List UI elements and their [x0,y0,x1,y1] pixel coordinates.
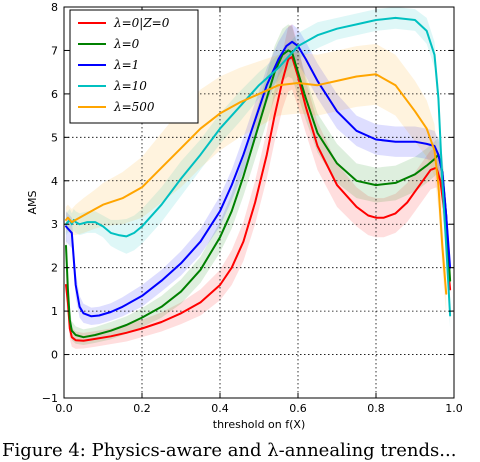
legend-label: λ=0 [113,37,140,51]
line-series-2 [65,40,452,318]
x-tick-label: 0.6 [289,402,307,415]
legend-label: λ=1 [113,58,139,72]
y-tick-label: 2 [51,262,58,275]
x-tick-label: 0.2 [133,402,151,415]
y-tick-label: 5 [51,131,58,144]
figure-caption: Figure 4: Physics-aware and λ-annealing … [2,440,457,461]
x-tick-label: 0.8 [367,402,385,415]
plot-frame [63,6,455,399]
x-axis-label: threshold on f(X) [213,418,306,431]
legend-label: λ=10 [113,79,147,93]
x-tick-label: 0.0 [55,402,73,415]
y-tick-label: 7 [51,44,58,57]
y-axis-label: AMS [26,190,39,214]
legend: λ=0|Z=0 λ=0 λ=1 λ=10 λ=500 [69,9,199,124]
legend-label: λ=0|Z=0 [113,16,170,30]
x-tick-label: 0.4 [211,402,229,415]
line-series-0 [65,56,452,342]
series-lines [65,16,452,342]
ams-threshold-chart: 0.0 0.2 0.4 0.6 0.8 1.0 −1 0 1 2 3 4 5 6 7 8 threshold … [26,1,463,431]
axis-ticks: 0.0 0.2 0.4 0.6 0.8 1.0 −1 0 1 2 3 4 5 6 7 8 [42,1,463,415]
legend-box [69,9,199,124]
y-tick-label: 4 [51,175,58,188]
line-series-4 [65,73,448,295]
y-tick-label: 8 [51,1,58,14]
line-series-3 [65,16,452,317]
y-tick-label: 3 [51,218,58,231]
y-tick-label: 6 [51,88,58,101]
y-tick-label: 0 [51,349,58,362]
line-series-1 [65,49,452,339]
x-tick-label: 1.0 [445,402,463,415]
legend-label: λ=500 [113,100,155,114]
y-tick-label: 1 [51,305,58,318]
y-tick-label: −1 [42,392,58,405]
